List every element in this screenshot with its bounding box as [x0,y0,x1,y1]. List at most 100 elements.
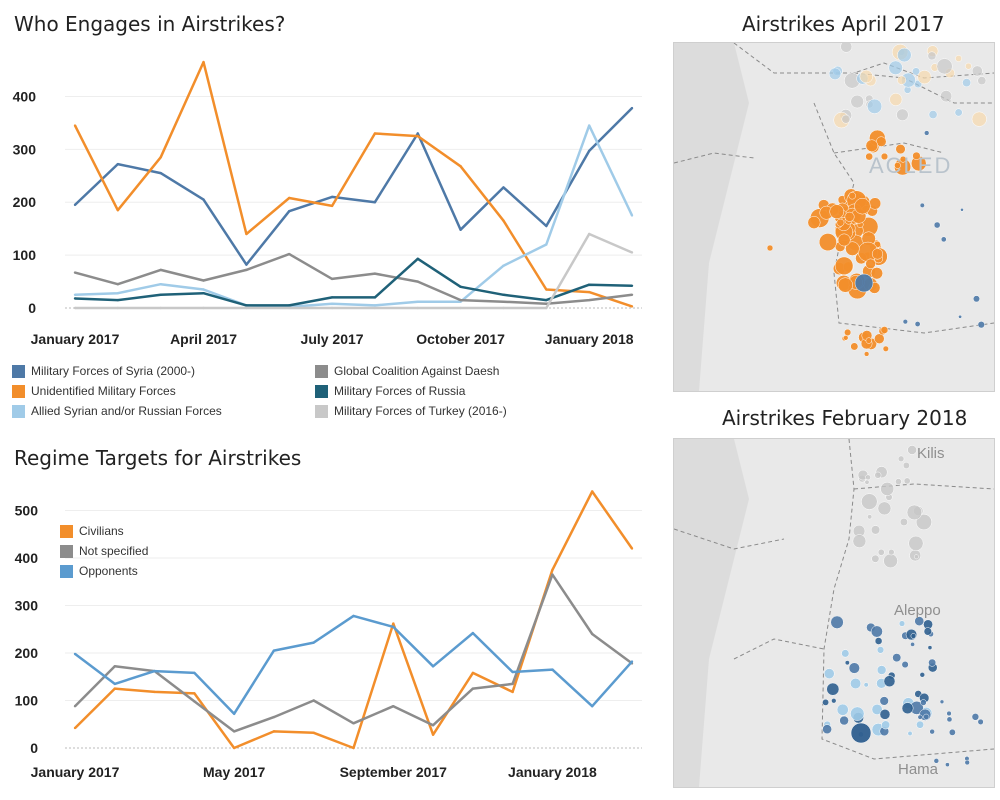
y-tick-label: 300 [13,141,37,157]
data-point [591,632,594,636]
chart1-title: Who Engages in Airstrikes? [14,12,286,36]
data-point [352,614,355,618]
map-marker [877,548,885,556]
data-point [73,271,77,274]
map-marker [923,627,932,636]
map-marker [972,295,980,303]
data-point [545,224,548,228]
data-point [73,124,77,127]
map-february-2018[interactable]: Kilis Aleppo Hama [673,438,995,788]
map-marker [883,553,898,569]
data-point [373,304,377,307]
x-tick-label: January 2018 [545,331,634,347]
map-marker [865,139,879,152]
data-point [330,306,334,310]
map-marker [850,722,872,744]
map-marker [829,204,845,219]
map-marker [895,144,906,155]
x-tick-label: January 2018 [508,764,597,780]
data-point [232,712,236,715]
legend-swatch [60,564,73,578]
data-point [73,652,77,656]
map-marker [863,351,870,357]
map1-title: Airstrikes April 2017 [742,12,945,36]
legend-label: Military Forces of Russia [334,384,466,398]
map-marker [965,62,972,70]
x-tick-label: October 2017 [416,331,505,347]
data-point [545,243,548,246]
legend-item[interactable]: Not specified [60,544,148,558]
map-marker [913,554,919,560]
legend-item[interactable]: Global Coalition Against Daesh [315,364,499,378]
map-marker [850,677,862,690]
data-point [245,306,248,310]
data-point [545,302,548,305]
legend-item[interactable]: Allied Syrian and/or Russian Forces [12,404,222,418]
map-marker [870,267,883,280]
legend-item[interactable]: Civilians [60,524,124,538]
data-point [159,268,162,272]
map-marker [844,660,850,666]
data-point [630,106,634,110]
map-marker [877,501,892,516]
data-point [202,288,205,291]
map-marker [848,662,860,674]
data-point [551,568,554,572]
map-marker [908,535,924,551]
map-marker [859,69,873,84]
series-line [75,232,633,310]
map-marker [920,699,927,706]
data-point [587,283,591,286]
map-marker [933,221,941,229]
data-point [392,622,395,625]
data-point [312,641,315,644]
map-marker [874,333,885,344]
map-marker [883,675,896,688]
map-marker [927,645,933,650]
map-marker [836,218,845,227]
map-marker [898,620,906,627]
data-point [511,670,514,674]
x-tick-label: January 2017 [31,764,120,780]
data-point [392,625,395,629]
data-point [159,306,162,310]
legend-swatch [315,364,328,378]
map-border [674,528,785,550]
y-tick-label: 200 [13,194,37,210]
x-tick-label: September 2017 [340,764,448,780]
legend-item[interactable]: Unidentified Military Forces [12,384,176,398]
map-marker [910,633,917,639]
data-point [502,306,505,310]
legend-item[interactable]: Opponents [60,564,138,578]
data-point [591,490,594,493]
data-point [587,124,591,127]
map-marker [865,474,871,481]
legend-item[interactable]: Military Forces of Turkey (2016-) [315,404,507,418]
map-marker [958,314,962,319]
x-tick-label: January 2017 [31,331,120,347]
map2-label-hama: Hama [898,761,939,778]
map-april-2017[interactable]: ACLED [673,42,995,392]
map-marker [874,471,882,479]
map2-label-aleppo: Aleppo [894,602,941,619]
map-marker [807,216,821,229]
data-point [288,252,291,256]
data-point [159,156,162,159]
data-point [551,573,554,576]
map-marker [871,704,883,715]
map2-title: Airstrikes February 2018 [722,406,968,430]
series-line [74,257,633,307]
legend-swatch [12,404,25,418]
map-border [833,142,945,154]
legend-item[interactable]: Military Forces of Syria (2000-) [12,364,195,378]
data-point [416,257,419,261]
map-marker [940,90,953,103]
data-point [193,692,196,695]
legend-label: Not specified [79,544,149,558]
map-marker [897,47,912,63]
data-point [116,298,120,302]
map-marker [910,642,915,647]
legend-item[interactable]: Military Forces of Russia [315,384,465,398]
map-marker [880,152,889,161]
map-marker [837,277,853,293]
